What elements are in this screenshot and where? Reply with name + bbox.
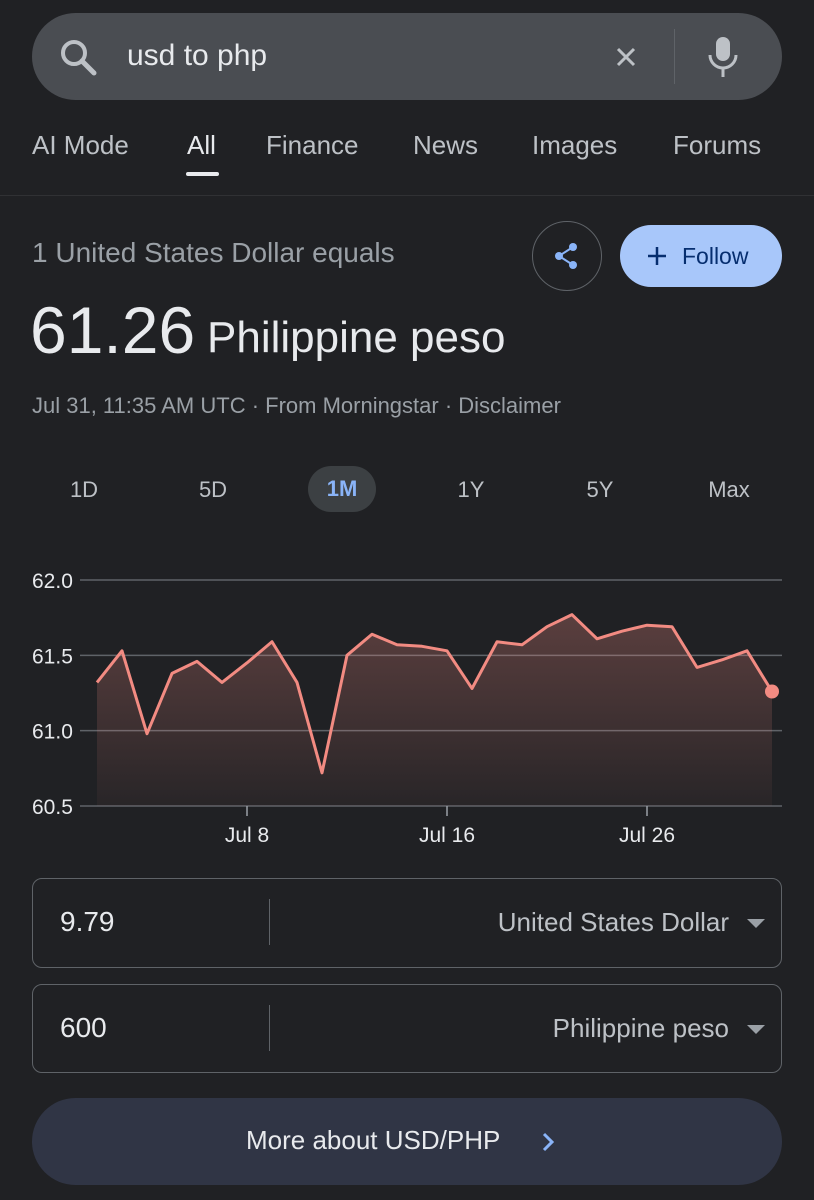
y-tick-label: 61.0 (32, 721, 73, 744)
rate-label: 1 United States Dollar equals (32, 237, 395, 268)
search-query: usd to php (127, 39, 268, 72)
chart: 60.5 61.0 61.5 62.0 Jul 8 Jul 16 Jul 26 (32, 570, 782, 847)
range-button-active[interactable]: 1M (308, 466, 376, 512)
range-button[interactable]: 5Y (586, 477, 614, 502)
tab[interactable]: Forums (673, 130, 762, 160)
chevron-icon (542, 1132, 555, 1152)
plus-icon (648, 247, 666, 265)
y-tick-label: 61.5 (32, 645, 73, 668)
tab[interactable]: News (413, 130, 479, 160)
source-line: Jul 31, 11:35 AM UTC · From Morningstar … (32, 393, 561, 418)
share-icon (555, 243, 577, 269)
tab[interactable]: Images (532, 130, 618, 160)
dropdown-arrow (747, 919, 765, 928)
area (97, 614, 772, 806)
converter-row[interactable]: 9.79 United States Dollar (32, 878, 782, 968)
converter-currency[interactable]: United States Dollar (497, 907, 729, 937)
divider (0, 195, 814, 196)
more-button[interactable]: More about USD/PHP (32, 1098, 782, 1185)
x-tick-label: Jul 8 (225, 824, 269, 847)
converter-amount[interactable]: 9.79 (60, 906, 115, 937)
dropdown-arrow (747, 1025, 765, 1034)
rate-value: 61.26 (30, 293, 196, 367)
x-tick-label: Jul 16 (419, 824, 475, 847)
converter-amount[interactable]: 600 (60, 1012, 107, 1043)
mic-icon[interactable] (706, 35, 740, 81)
follow-button[interactable]: Follow (620, 225, 782, 287)
range-button[interactable]: 1Y (457, 477, 485, 502)
x-tick-label: Jul 26 (619, 824, 675, 847)
y-tick-label: 62.0 (32, 570, 73, 593)
search-icon (61, 40, 97, 76)
more-label: More about USD/PHP (246, 1125, 501, 1155)
tab[interactable]: Finance (266, 130, 359, 160)
tab-active[interactable]: All (187, 130, 216, 160)
range-button[interactable]: 1D (69, 477, 99, 502)
divider (269, 899, 270, 945)
converter-row[interactable]: 600 Philippine peso (32, 984, 782, 1073)
range-button[interactable]: 5D (198, 477, 228, 502)
last-point (765, 684, 779, 699)
search-bar[interactable]: usd to php (32, 13, 782, 100)
y-tick-label: 60.5 (32, 796, 73, 819)
divider (269, 1005, 270, 1051)
rate-currency: Philippine peso (207, 313, 506, 362)
follow-label: Follow (682, 243, 749, 269)
share-button[interactable] (532, 221, 602, 291)
clear-icon[interactable] (614, 45, 638, 69)
tab-underline (186, 172, 219, 176)
range-button[interactable]: Max (708, 477, 750, 502)
converter-currency[interactable]: Philippine peso (552, 1013, 729, 1043)
tab[interactable]: AI Mode (32, 130, 129, 160)
divider (674, 29, 675, 84)
line (95, 613, 774, 775)
